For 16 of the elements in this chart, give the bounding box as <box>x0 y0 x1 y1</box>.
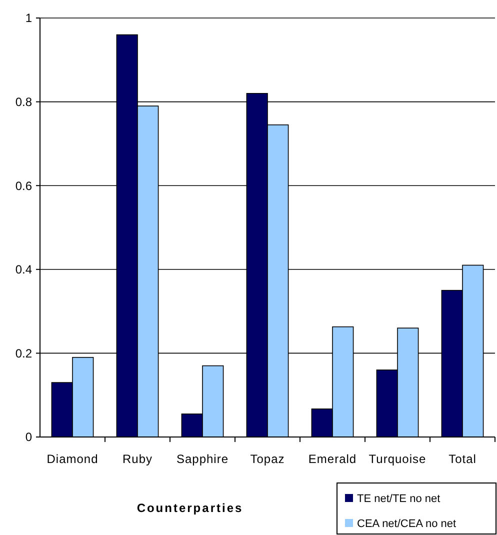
y-tick-label: 0.4 <box>15 262 32 277</box>
x-axis-title: Counterparties <box>136 501 244 515</box>
y-tick-label: 0.8 <box>15 95 32 109</box>
x-tick-label: Ruby <box>122 452 153 466</box>
y-tick-label: 0.6 <box>15 178 32 193</box>
x-tick-label: Diamond <box>46 452 98 466</box>
y-tick-label: 0 <box>25 430 32 444</box>
x-tick-label: Sapphire <box>176 452 229 466</box>
x-tick-label: Emerald <box>308 452 357 466</box>
legend-label: TE net/TE no net <box>357 492 440 505</box>
y-tick-label: 1 <box>25 11 32 26</box>
x-tick-label: Total <box>448 452 476 466</box>
y-tick-label: 0.2 <box>15 346 32 360</box>
legend-label: CEA net/CEA no net <box>357 518 456 530</box>
x-tick-label: Topaz <box>250 452 285 466</box>
x-tick-label: Turquoise <box>368 452 426 466</box>
